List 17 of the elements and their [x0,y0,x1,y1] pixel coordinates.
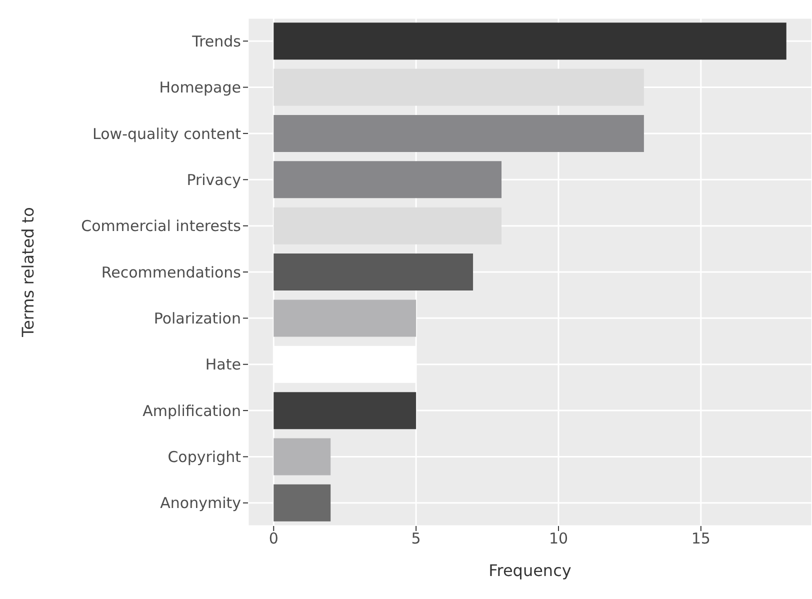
y-tick-label: Copyright [168,448,242,466]
y-tick-label: Anonymity [160,494,242,512]
y-tick-label: Privacy [186,170,242,189]
y-tick-label: Homepage [159,78,241,97]
x-tick-label: 15 [691,530,710,548]
x-tick-label: 0 [268,530,278,548]
x-tick-label: 5 [411,530,421,548]
x-axis-title: Frequency [488,561,572,580]
y-tick-label: Polarization [154,310,241,328]
y-axis-title: Terms related to [18,207,38,338]
x-tick-label: 10 [548,530,568,548]
y-tick-label: Amplification [142,402,241,420]
y-tick-label: Low-quality content [92,124,242,143]
y-tick-label: Hate [205,356,241,374]
y-tick-label: Recommendations [101,263,242,282]
y-tick-label: Commercial interests [81,217,242,236]
y-tick-label: Trends [191,32,242,50]
